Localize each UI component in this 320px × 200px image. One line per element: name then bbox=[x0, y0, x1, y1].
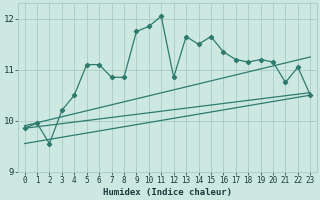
X-axis label: Humidex (Indice chaleur): Humidex (Indice chaleur) bbox=[103, 188, 232, 197]
